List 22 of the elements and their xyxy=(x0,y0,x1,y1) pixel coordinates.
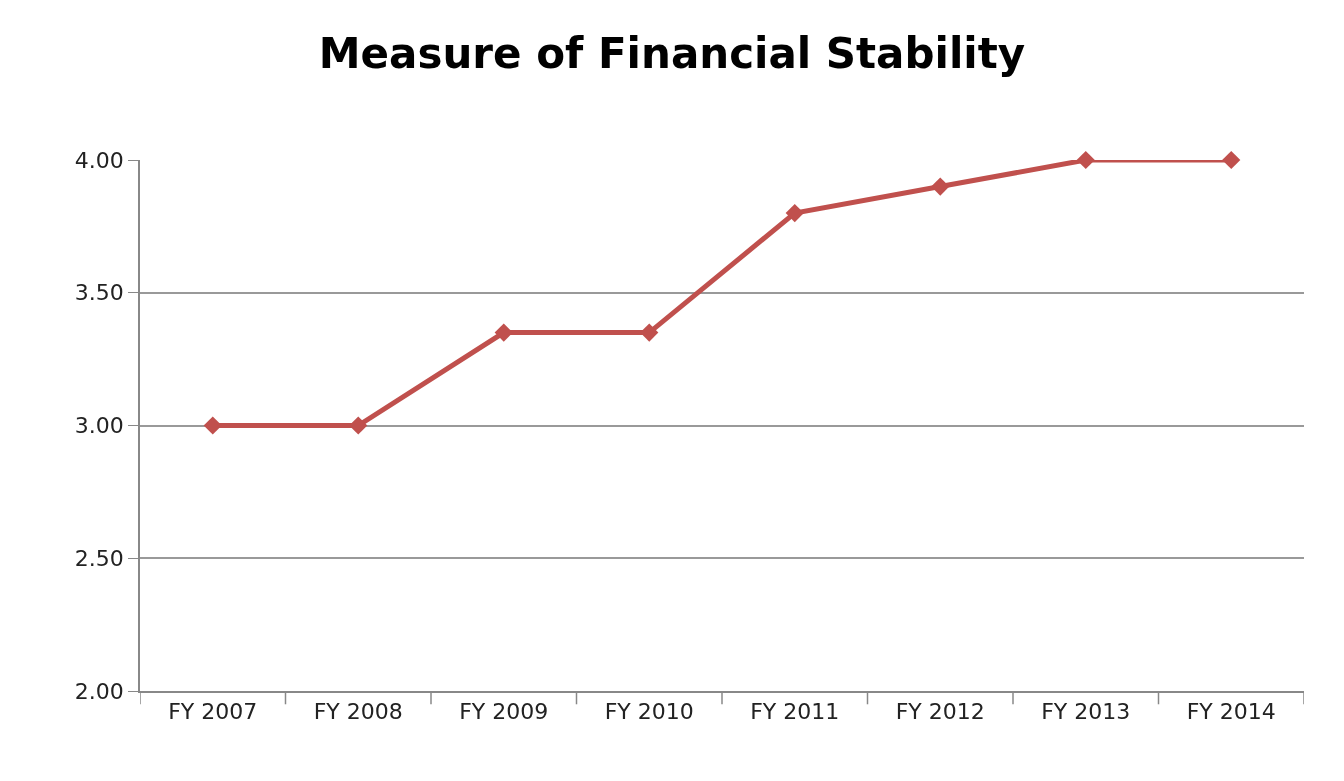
y-tick-label: 3.50 xyxy=(74,280,124,306)
chart-title: Measure of Financial Stability xyxy=(318,29,1026,79)
x-tick-label: FY 2012 xyxy=(895,699,985,725)
x-tick-label: FY 2010 xyxy=(604,699,694,725)
point xyxy=(1222,150,1241,170)
x-tick-label: FY 2009 xyxy=(459,699,549,725)
point xyxy=(931,177,950,196)
point xyxy=(349,416,368,435)
point xyxy=(203,416,222,435)
y-tick-label: 3.00 xyxy=(74,413,124,439)
x-tick-label: FY 2011 xyxy=(750,699,840,725)
x-tick-label: FY 2013 xyxy=(1041,699,1131,725)
y-tick-label: 2.50 xyxy=(74,545,124,571)
x-tick-label: FY 2014 xyxy=(1186,699,1276,725)
x-tick-label: FY 2008 xyxy=(313,699,403,725)
point xyxy=(1076,150,1095,170)
y-tick-label: 4.00 xyxy=(74,147,124,173)
point xyxy=(785,204,804,223)
x-tick-label: FY 2007 xyxy=(168,699,258,725)
point xyxy=(494,323,513,342)
y-tick-label: 2.00 xyxy=(74,678,124,704)
point xyxy=(640,323,659,342)
